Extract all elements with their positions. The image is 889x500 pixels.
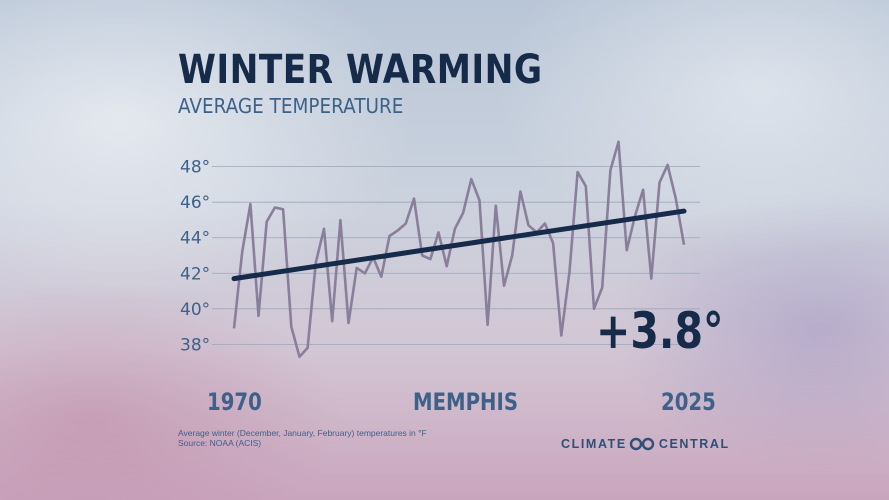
source-text: Source: NOAA (ACIS) (178, 438, 262, 448)
footnote-text: Average winter (December, January, Febru… (178, 428, 427, 438)
y-tick-label: 40° (180, 300, 210, 320)
temperature-change-label: +3.8° (596, 302, 724, 360)
brand-name-right: CENTRAL (658, 437, 730, 451)
y-tick-label: 42° (180, 264, 210, 284)
brand-name-left: CLIMATE (561, 437, 627, 451)
brand-logo: CLIMATE CENTRAL (561, 437, 730, 451)
temperature-series-line (232, 140, 686, 359)
location-label: MEMPHIS (413, 388, 519, 416)
trend-line (231, 208, 687, 282)
x-axis-end-label: 2025 (661, 388, 716, 416)
gridlines (212, 166, 700, 345)
x-axis-start-label: 1970 (207, 388, 262, 416)
y-tick-label: 44° (180, 229, 210, 249)
y-tick-label: 38° (180, 335, 210, 355)
y-axis-ticks: 38° 40° 42° 44° 46° 48° (180, 158, 210, 356)
y-tick-label: 46° (180, 193, 210, 213)
chart-title: WINTER WARMING (178, 47, 543, 93)
infinity-logo-icon (629, 437, 655, 451)
y-tick-label: 48° (180, 158, 210, 178)
chart-subtitle: AVERAGE TEMPERATURE (178, 94, 404, 118)
footnote: Average winter (December, January, Febru… (178, 428, 427, 448)
